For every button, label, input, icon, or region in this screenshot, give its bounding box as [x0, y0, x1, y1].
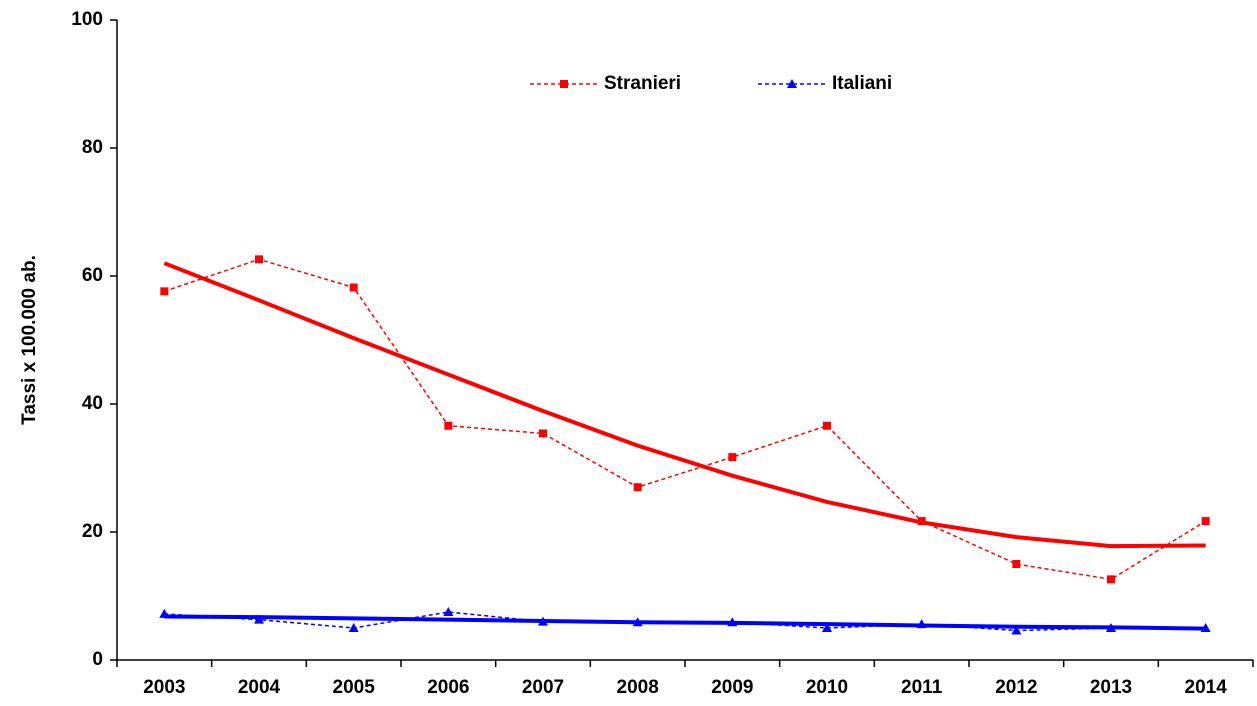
- data-point: [255, 255, 263, 264]
- data-point: [444, 421, 453, 430]
- data-point: [1107, 575, 1115, 584]
- trend-line: [163, 261, 1206, 549]
- legend-label: Italiani: [832, 73, 892, 94]
- data-point: [633, 483, 642, 492]
- data-point: [1106, 623, 1116, 632]
- data-point: [1012, 560, 1021, 568]
- x-tick-label: 2013: [1090, 677, 1132, 698]
- data-point: [916, 619, 927, 629]
- x-tick-label: 2007: [522, 677, 564, 698]
- legend-label: Stranieri: [604, 73, 681, 94]
- y-axis-label: Tassi x 100.000 ab.: [19, 255, 40, 425]
- y-tick-label: 100: [71, 9, 103, 30]
- data-point: [917, 517, 926, 526]
- data-point: [538, 616, 548, 626]
- data-point: [443, 607, 454, 616]
- x-tick-label: 2005: [333, 677, 376, 698]
- data-point: [1201, 517, 1210, 526]
- series-line: [164, 611, 1206, 632]
- data-point: [632, 617, 643, 627]
- data-point: [160, 287, 169, 296]
- x-tick-label: 2006: [427, 677, 469, 698]
- x-tick-label: 2009: [711, 677, 753, 698]
- data-point: [1200, 623, 1211, 632]
- y-tick-label: 60: [82, 265, 103, 286]
- legend-marker: [560, 80, 568, 88]
- x-tick-label: 2014: [1185, 677, 1228, 698]
- y-tick-label: 40: [82, 393, 103, 414]
- trend-line: [164, 614, 1206, 631]
- x-tick-label: 2010: [806, 677, 848, 698]
- data-point: [348, 623, 359, 632]
- x-tick-label: 2003: [143, 677, 185, 698]
- legend-marker: [787, 79, 797, 88]
- x-tick-label: 2012: [995, 677, 1037, 698]
- data-point: [823, 421, 831, 430]
- data-point: [539, 429, 547, 438]
- x-tick-label: 2011: [901, 677, 943, 698]
- data-point: [822, 623, 832, 632]
- data-point: [159, 608, 170, 618]
- data-point: [349, 283, 358, 292]
- y-tick-label: 0: [92, 649, 103, 670]
- data-point: [1011, 625, 1022, 635]
- y-tick-label: 80: [82, 137, 103, 158]
- data-point: [254, 614, 264, 624]
- data-point: [727, 617, 738, 627]
- y-tick-label: 20: [82, 521, 103, 542]
- x-tick-label: 2008: [617, 677, 659, 698]
- series-line: [164, 258, 1207, 581]
- x-tick-label: 2004: [238, 677, 281, 698]
- data-point: [728, 453, 737, 462]
